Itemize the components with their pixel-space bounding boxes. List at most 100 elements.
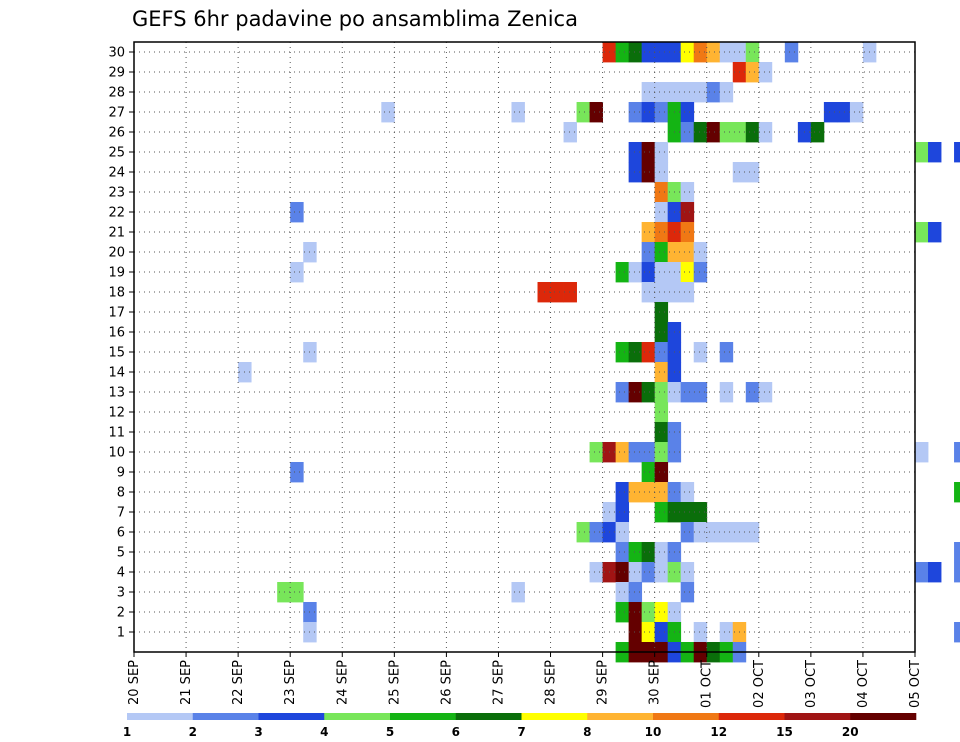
y-tick-label: 24 [108, 166, 125, 181]
heatmap-cell [954, 142, 960, 163]
heatmap-cell [758, 382, 773, 403]
legend-label: 10 [645, 725, 662, 739]
heatmap-cell [628, 42, 643, 63]
heatmap-cell [641, 102, 656, 123]
heatmap-cell [680, 582, 695, 603]
heatmap-cell [680, 502, 695, 523]
heatmap-cell [511, 102, 525, 123]
y-tick-label: 21 [108, 226, 125, 241]
heatmap-cell [654, 502, 669, 523]
y-tick-label: 26 [108, 126, 125, 141]
heatmap-cell [745, 42, 760, 63]
heatmap-cell [928, 142, 942, 163]
legend-label: 7 [517, 725, 525, 739]
heatmap-cell [654, 182, 669, 203]
heatmap-cell [784, 42, 799, 63]
x-tick-label: 05 OCT [908, 660, 923, 708]
heatmap-cell [719, 82, 734, 103]
x-tick-label: 25 SEP [387, 660, 402, 705]
heatmap-cell [915, 142, 929, 163]
heatmap-cell [628, 262, 643, 283]
y-tick-label: 9 [117, 466, 125, 481]
heatmap-cell [706, 122, 721, 143]
heatmap-cell [654, 282, 669, 303]
heatmap-cell [615, 562, 630, 583]
y-tick-label: 8 [117, 486, 125, 501]
heatmap-cell [928, 222, 942, 243]
legend-label: 6 [452, 725, 460, 739]
heatmap-cell [706, 82, 721, 103]
heatmap-cell [693, 382, 708, 403]
heatmap-cell [928, 562, 942, 583]
heatmap-cell [641, 602, 656, 623]
heatmap-cell [915, 562, 929, 583]
heatmap-cell [954, 542, 960, 563]
legend-swatch [784, 713, 851, 720]
heatmap-cell [758, 62, 773, 83]
heatmap-cell [693, 82, 708, 103]
color-legend: 1 2 3 4 5 6 7 8 10 12 15 20 [123, 713, 917, 739]
x-axis: 20 SEP 21 SEP 22 SEP 23 SEP 24 SEP 25 SEP 26 S… [127, 652, 923, 708]
heatmap-cells [238, 42, 960, 663]
heatmap-cell [680, 222, 695, 243]
heatmap-cell [680, 42, 695, 63]
heatmap-cell [654, 462, 669, 483]
heatmap-cell [628, 442, 643, 463]
heatmap-cell [628, 542, 643, 563]
heatmap-cell [680, 262, 695, 283]
heatmap-cell [654, 442, 669, 463]
heatmap-cell [654, 422, 669, 443]
heatmap-cell [745, 382, 760, 403]
heatmap-cell [654, 542, 669, 563]
x-tick-label: 27 SEP [491, 660, 506, 705]
heatmap-cell [641, 242, 656, 263]
legend-label: 20 [842, 725, 859, 739]
heatmap-cell [745, 122, 760, 143]
heatmap-cell [381, 102, 395, 123]
heatmap-cell [589, 102, 603, 123]
heatmap-cell [615, 42, 630, 63]
heatmap-cell [706, 42, 721, 63]
y-tick-label: 25 [108, 146, 125, 161]
legend-swatch [587, 713, 654, 720]
y-tick-label: 1 [117, 626, 125, 641]
legend-label: 8 [583, 725, 591, 739]
y-tick-label: 20 [108, 246, 125, 261]
heatmap-cell [654, 102, 669, 123]
heatmap-cell [589, 442, 603, 463]
legend-swatch [127, 713, 194, 720]
y-tick-label: 19 [108, 266, 125, 281]
heatmap-cell [628, 482, 643, 503]
heatmap-cell [654, 482, 669, 503]
y-tick-label: 11 [108, 426, 125, 441]
heatmap-cell [693, 242, 708, 263]
heatmap-cell [680, 122, 695, 143]
heatmap-cell [680, 482, 695, 503]
plot-frame [133, 41, 916, 653]
heatmap-cell [745, 62, 760, 83]
heatmap-cell [641, 462, 656, 483]
heatmap-cell [680, 182, 695, 203]
heatmap-cell [654, 362, 669, 383]
heatmap-cell [641, 442, 656, 463]
heatmap-cell [810, 122, 825, 143]
heatmap-cell [628, 342, 643, 363]
heatmap-cell [654, 322, 669, 343]
heatmap-cell [849, 102, 864, 123]
heatmap-cell [615, 542, 630, 563]
heatmap-cell [615, 602, 630, 623]
heatmap-cell [615, 342, 630, 363]
heatmap-cell [954, 442, 960, 463]
heatmap-cell [615, 442, 630, 463]
heatmap-cell [576, 522, 590, 543]
heatmap-cell [511, 582, 525, 603]
legend-label: 2 [189, 725, 197, 739]
heatmap-cell [615, 482, 630, 503]
heatmap-cell [836, 102, 851, 123]
x-tick-label: 22 SEP [231, 660, 246, 705]
chart-title: GEFS 6hr padavine po ansamblima Zenica [132, 7, 578, 31]
legend-label: 5 [386, 725, 394, 739]
legend-label: 15 [776, 725, 793, 739]
x-tick-label: 01 OCT [700, 660, 715, 708]
heatmap-cell [641, 82, 656, 103]
